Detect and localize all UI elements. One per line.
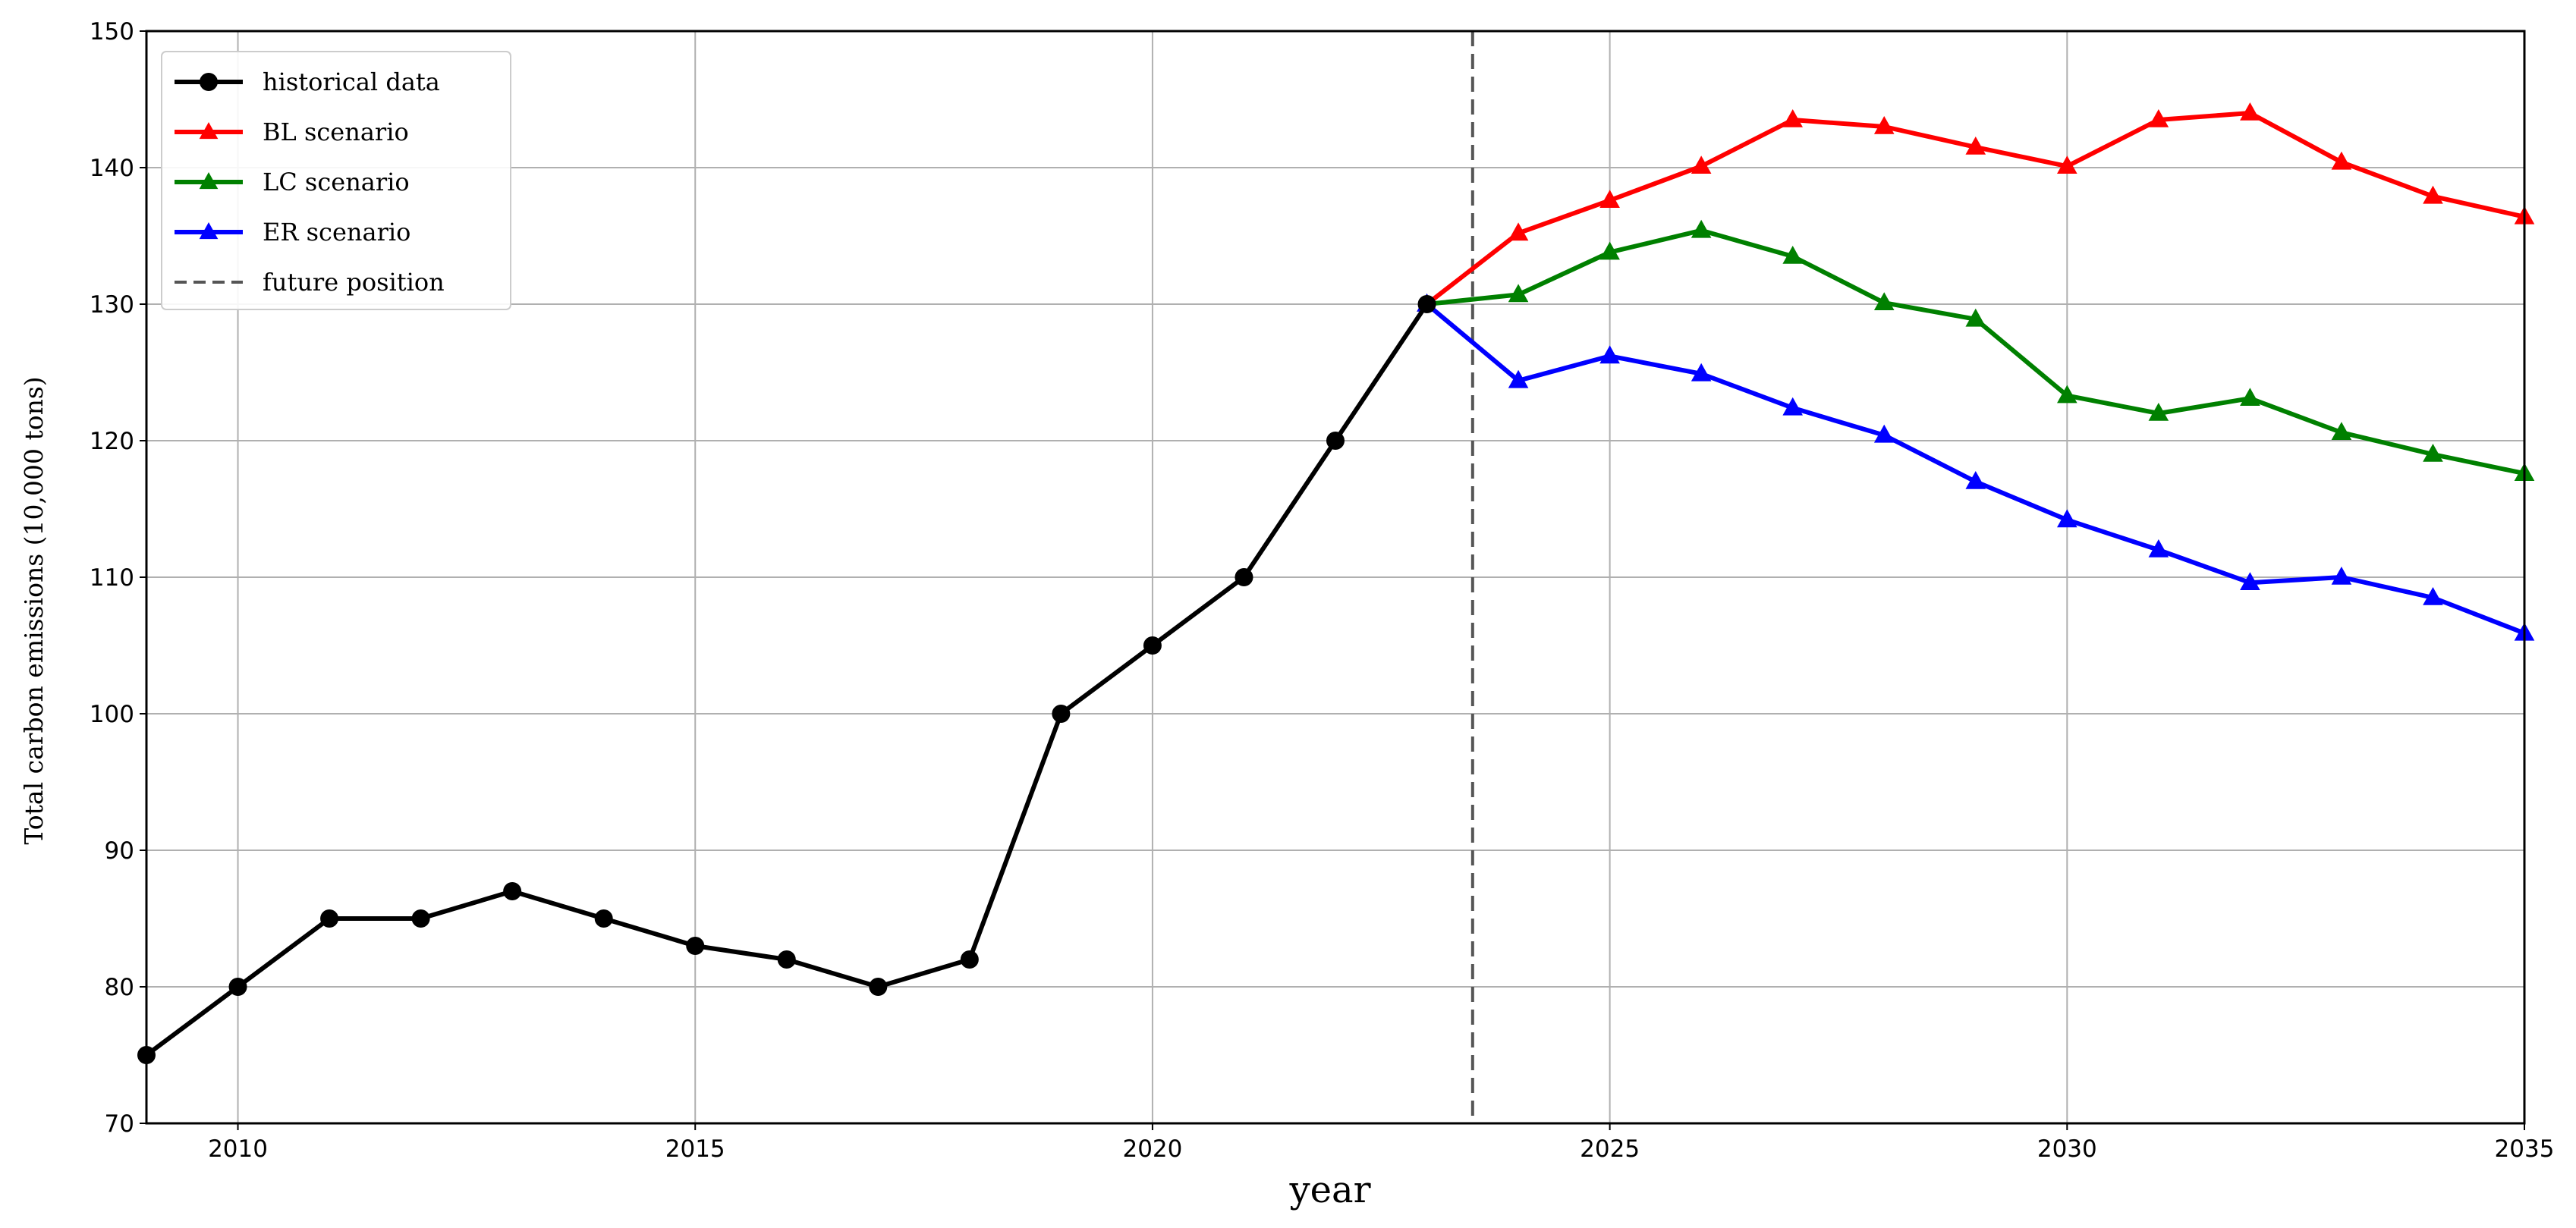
series-historical-data [137,295,1436,1064]
data-point [777,950,796,969]
series-line [145,303,1430,1057]
data-point [1417,295,1436,313]
legend-entry: LC scenario [175,168,410,196]
data-point [1691,219,1712,238]
data-point [1599,190,1620,208]
data-point [2148,403,2169,421]
tick-labels: 2010 2015 2020 2025 2030 2035 70 80 90 100 110 120 1… [90,18,2555,1163]
legend-entry: BL scenario [175,118,409,146]
data-point [1508,369,1529,388]
x-tick-label: 2035 [2495,1135,2555,1163]
data-point [2331,151,2352,170]
data-point [1965,308,1986,327]
data-point [1873,292,1895,310]
plot-frame [145,30,2526,1125]
y-tick-label: 110 [90,564,134,592]
data-point [686,937,705,955]
data-point [228,978,247,996]
data-point [2240,388,2260,406]
legend-label: historical data [263,68,440,96]
x-tick-label: 2015 [665,1135,725,1163]
data-point [2240,572,2260,590]
legend-label: BL scenario [263,118,409,146]
legend-marker [199,172,219,190]
data-point [1599,345,1620,364]
data-point [1143,636,1162,655]
data-point [1691,155,1712,174]
data-point [2423,587,2443,605]
legend-label: ER scenario [263,218,410,247]
data-point [1599,241,1620,260]
x-tick-label: 2010 [208,1135,268,1163]
data-point [1873,424,1895,443]
legend-box [161,51,511,310]
legend-entry: future position [175,268,445,297]
data-point [1965,137,1986,155]
data-point [2148,539,2169,557]
data-point [1782,109,1803,127]
data-point [960,950,979,969]
legend-entry: ER scenario [175,218,410,247]
data-point [1508,222,1529,241]
y-tick-label: 90 [105,837,134,865]
data-point [1691,363,1712,382]
data-point [1326,432,1345,450]
y-tick-label: 130 [90,291,134,319]
legend-label: LC scenario [263,168,410,196]
series-bl-scenario [1417,102,2535,312]
legend-label: future position [263,268,445,297]
data-point [1235,568,1253,586]
legend: historical data BL scenario LC scenario ER … [161,51,511,310]
y-tick-label: 120 [90,428,134,455]
y-tick-label: 80 [105,974,134,1001]
data-point [1782,397,1803,416]
data-point [1052,705,1071,723]
series-lc-scenario [1417,219,2535,481]
data-point [594,909,613,928]
data-point [2057,385,2077,404]
axes [140,30,2526,1130]
data-point [2331,567,2352,585]
data-point [320,909,339,928]
data-point [1965,471,1986,489]
y-axis-title: Total carbon emissions (10,000 tons) [19,376,49,844]
series-line [1426,228,2525,476]
series-layer [137,102,2535,1064]
series-line [1425,302,2526,636]
data-point [2423,444,2443,462]
legend-marker [199,122,219,140]
data-point [411,909,430,928]
data-point [503,882,522,900]
x-tick-label: 2030 [2037,1135,2097,1163]
legend-entry: historical data [175,68,440,96]
data-point [2423,185,2443,204]
series-er-scenario [1417,294,2535,641]
data-point [1873,116,1895,134]
data-point [1508,284,1529,303]
data-point [2331,422,2352,440]
data-point [2057,509,2077,528]
data-point [1782,246,1803,264]
data-point [2148,109,2169,127]
data-point [869,978,888,996]
legend-marker [200,73,218,91]
legend-marker [199,222,219,240]
x-axis-title: year [1288,1169,1370,1211]
y-tick-label: 100 [90,701,134,728]
data-point [2240,102,2260,121]
data-point [2057,155,2077,174]
y-tick-label: 150 [90,18,134,46]
y-tick-label: 140 [90,155,134,182]
x-tick-label: 2025 [1580,1135,1640,1163]
y-tick-label: 70 [105,1110,134,1138]
x-tick-label: 2020 [1122,1135,1182,1163]
